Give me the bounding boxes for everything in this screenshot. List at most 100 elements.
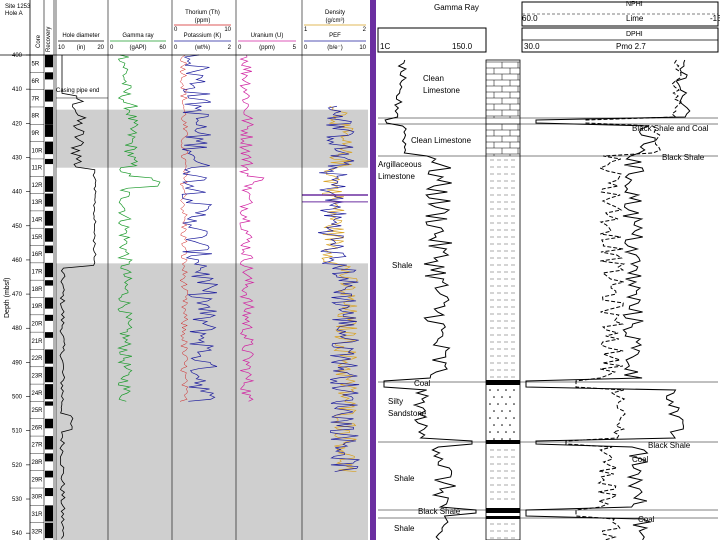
lith-label-silty-a: Silty: [388, 397, 403, 406]
depth-tick-label-1: 410: [12, 87, 23, 93]
track-name-3: Uranium (U): [251, 33, 284, 39]
lith-label-shale-1: Shale: [392, 261, 413, 270]
recovery-bar-8: [45, 193, 53, 207]
recovery-bar-7: [45, 176, 53, 192]
gamma-scale-min: 1C: [380, 42, 390, 51]
recovery-bar-9: [45, 210, 53, 226]
depth-tick-label-12: 520: [12, 463, 23, 469]
lithology-log-chart: Gamma Ray 1C 150.0 NPHI 60.0 Lime -15 DP…: [377, 1, 720, 540]
gamma-ray-header: Gamma Ray: [434, 3, 479, 12]
potassium-curve: [181, 54, 218, 402]
core-label-1: 6R: [32, 79, 40, 85]
depth-tick-label-14: 540: [12, 531, 23, 537]
recovery-bar-1: [45, 72, 53, 80]
sandstone-dot-2-114: [489, 403, 491, 405]
core-label-6: 11R: [32, 166, 43, 172]
caliper-curve: [59, 55, 97, 539]
depth-tick-label-7: 470: [12, 292, 23, 298]
track-extra-scale-min-4: 1: [304, 27, 308, 33]
sandstone-dot-1-118: [493, 396, 495, 398]
lith-label-shale-3: Shale: [394, 524, 415, 533]
dphi-curve: [525, 59, 691, 540]
nphi-scale-min: 60.0: [522, 14, 538, 23]
sandstone-dot-3-118: [493, 410, 495, 412]
recovery-bar-20: [45, 401, 53, 406]
sandstone-dot-7-134: [509, 438, 511, 440]
core-label-13: 18R: [32, 287, 44, 293]
recovery-bar-2: [45, 89, 53, 102]
track-scale-max-3: 5: [293, 45, 297, 51]
sandstone-dot-3-126: [501, 410, 503, 412]
track-scale-min-3: 0: [238, 45, 242, 51]
sandstone-dot-2-130: [505, 403, 507, 405]
recovery-bar-11: [45, 245, 53, 254]
lime-label: Lime: [626, 14, 644, 23]
track-extra-name-4: Density: [325, 10, 345, 16]
depth-tick-label-11: 510: [12, 429, 23, 435]
recovery-bar-12: [45, 262, 53, 278]
sandstone-dot-4-130: [505, 417, 507, 419]
recovery-bar-16: [45, 332, 53, 338]
core-label-9: 14R: [32, 218, 44, 224]
core-label-15: 20R: [32, 321, 44, 327]
sandstone-dot-3-134: [509, 410, 511, 412]
track-name-4: PEF: [329, 33, 341, 39]
nphi-curve: [565, 59, 683, 540]
log-label-coal-3: Coal: [638, 515, 655, 524]
core-label-8: 13R: [32, 200, 44, 206]
track-scale-min-1: 0: [110, 45, 114, 51]
track-extra-unit-2: (ppm): [195, 18, 211, 24]
recovery-bar-21: [45, 418, 53, 429]
core-label-19: 24R: [32, 391, 44, 397]
depth-tick-label-3: 430: [12, 155, 23, 161]
core-label-18: 23R: [32, 373, 44, 379]
sandstone-dot-0-138: [513, 389, 515, 391]
coal-bed-2: [486, 516, 520, 519]
recovery-bar-23: [45, 453, 53, 462]
core-label-27: 32R: [32, 529, 44, 535]
wireline-log-chart: 4004104204304404504604704804905005105205…: [0, 0, 370, 540]
shaded-interval-0: [56, 109, 368, 168]
track-name-1: Gamma ray: [122, 33, 153, 39]
uranium-curve: [238, 54, 265, 402]
log-label-black-shale-2: Black Shale: [648, 441, 691, 450]
depth-tick-label-10: 500: [12, 395, 23, 401]
depth-tick-label-5: 450: [12, 224, 23, 230]
track-unit-4: (b/e⁻): [327, 45, 343, 51]
wireline-log-panel: 400 410 420 430 440 450 460 470 480 490 500 510 520 5…: [0, 0, 370, 540]
depth-axis-title: Depth (mbsf): [4, 278, 11, 318]
track-name-0: Hole diameter: [62, 33, 99, 39]
track-unit-0: (in): [77, 45, 86, 51]
recovery-bar-14: [45, 297, 53, 309]
recovery-bar-19: [45, 384, 53, 400]
core-label-12: 17R: [32, 270, 44, 276]
site-label: Site 1253: [5, 4, 31, 10]
sandstone-dot-6-114: [489, 431, 491, 433]
sandstone-dot-7-126: [501, 438, 503, 440]
recovery-bar-0: [45, 55, 53, 68]
sandstone-dot-1-126: [501, 396, 503, 398]
core-column-title: Core: [36, 34, 42, 48]
core-label-3: 8R: [32, 114, 40, 120]
core-label-10: 15R: [32, 235, 44, 241]
core-label-21: 26R: [32, 425, 44, 431]
core-label-7: 12R: [32, 183, 44, 189]
recovery-bar-24: [45, 470, 53, 478]
recovery-bar-26: [45, 505, 53, 522]
gamma-ray-curve: [117, 54, 161, 402]
recovery-bar-5: [45, 141, 53, 155]
core-label-0: 5R: [32, 62, 40, 68]
depth-tick-label-13: 530: [12, 497, 23, 503]
lith-label-shale-2: Shale: [394, 474, 415, 483]
recovery-bar-25: [45, 488, 53, 497]
black-shale-bed-2: [486, 508, 520, 513]
density-curve: [321, 105, 358, 473]
sandstone-dot-4-114: [489, 417, 491, 419]
track-scale-max-4: 10: [359, 45, 366, 51]
recovery-bar-22: [45, 436, 53, 450]
track-scale-max-0: 20: [97, 45, 104, 51]
sandstone-dot-6-130: [505, 431, 507, 433]
core-label-20: 25R: [32, 408, 44, 414]
sandstone-dot-0-114: [489, 389, 491, 391]
depth-tick-label-6: 460: [12, 258, 23, 264]
